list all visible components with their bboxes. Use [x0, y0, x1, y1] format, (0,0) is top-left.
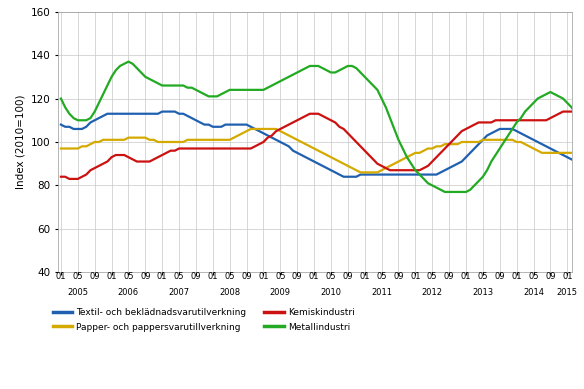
Text: 2009: 2009 [270, 287, 291, 296]
Text: 2014: 2014 [523, 287, 544, 296]
Text: 01: 01 [360, 272, 370, 281]
Text: 01: 01 [512, 272, 522, 281]
Text: 2005: 2005 [67, 287, 88, 296]
Text: 01: 01 [562, 272, 572, 281]
Text: 2007: 2007 [169, 287, 190, 296]
Text: 09: 09 [545, 272, 555, 281]
Text: 05: 05 [224, 272, 235, 281]
Text: 09: 09 [393, 272, 404, 281]
Text: 09: 09 [292, 272, 303, 281]
Text: 2008: 2008 [219, 287, 240, 296]
Text: 09: 09 [495, 272, 505, 281]
Text: 05: 05 [275, 272, 286, 281]
Text: 01: 01 [106, 272, 117, 281]
Text: 05: 05 [123, 272, 134, 281]
Text: 05: 05 [427, 272, 437, 281]
Text: 05: 05 [529, 272, 539, 281]
Text: 2013: 2013 [472, 287, 493, 296]
Text: 09: 09 [241, 272, 252, 281]
Text: 05: 05 [174, 272, 185, 281]
Text: 01: 01 [157, 272, 168, 281]
Legend: Textil- och beklädnadsvarutilverkning, Papper- och pappersvarutillverkning, Kemi: Textil- och beklädnadsvarutilverkning, P… [53, 308, 354, 331]
Text: 09: 09 [191, 272, 201, 281]
Text: 09: 09 [89, 272, 100, 281]
Text: 2011: 2011 [371, 287, 392, 296]
Text: 05: 05 [326, 272, 336, 281]
Y-axis label: Index (2010=100): Index (2010=100) [15, 95, 26, 189]
Text: 2015: 2015 [557, 287, 578, 296]
Text: 2012: 2012 [422, 287, 443, 296]
Text: 05: 05 [376, 272, 387, 281]
Text: 09: 09 [140, 272, 151, 281]
Text: 2010: 2010 [321, 287, 342, 296]
Text: 05: 05 [72, 272, 83, 281]
Text: 09: 09 [444, 272, 454, 281]
Text: 01: 01 [309, 272, 319, 281]
Text: 2006: 2006 [118, 287, 139, 296]
Text: 01: 01 [410, 272, 420, 281]
Text: 09: 09 [343, 272, 353, 281]
Text: 01: 01 [207, 272, 218, 281]
Text: 05: 05 [478, 272, 488, 281]
Text: 01: 01 [258, 272, 269, 281]
Text: 01: 01 [55, 272, 66, 281]
Text: 01: 01 [461, 272, 471, 281]
